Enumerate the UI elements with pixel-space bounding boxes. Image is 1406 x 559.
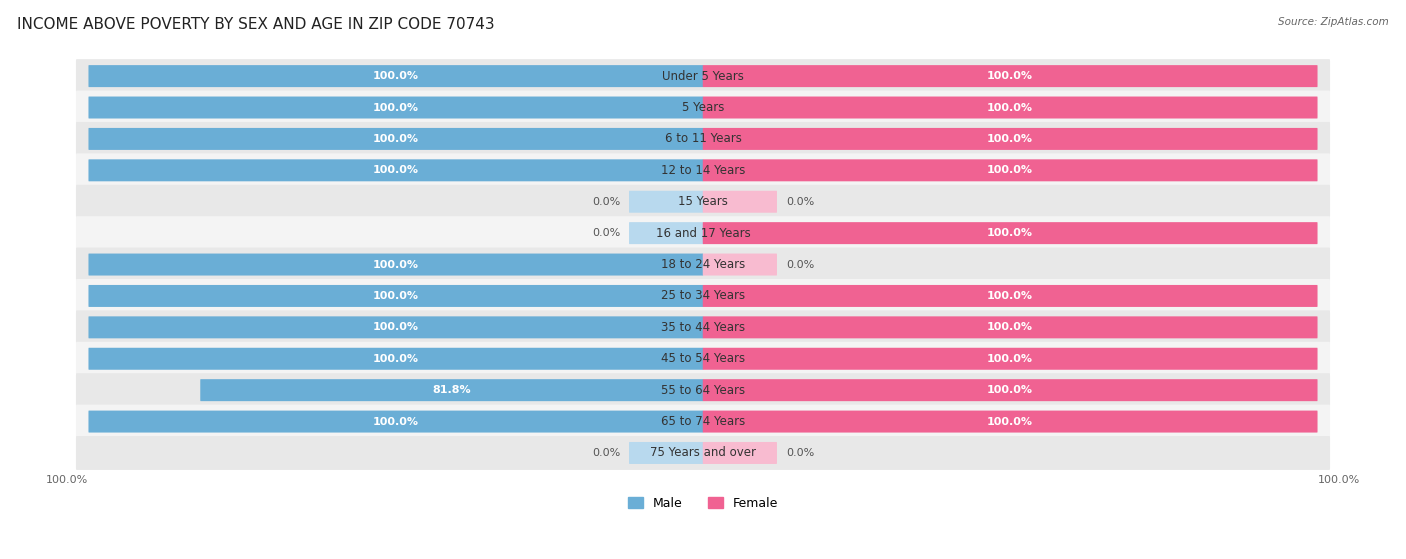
Text: 100.0%: 100.0% [373, 259, 419, 269]
FancyBboxPatch shape [703, 442, 778, 464]
FancyBboxPatch shape [89, 348, 703, 369]
FancyBboxPatch shape [628, 222, 703, 244]
Text: 18 to 24 Years: 18 to 24 Years [661, 258, 745, 271]
Text: 100.0%: 100.0% [987, 385, 1033, 395]
FancyBboxPatch shape [628, 442, 703, 464]
Text: 100.0%: 100.0% [987, 102, 1033, 112]
Text: Under 5 Years: Under 5 Years [662, 70, 744, 83]
Text: 100.0%: 100.0% [987, 71, 1033, 81]
Text: 100.0%: 100.0% [373, 354, 419, 364]
FancyBboxPatch shape [76, 122, 1330, 156]
FancyBboxPatch shape [703, 128, 1317, 150]
Text: 100.0%: 100.0% [373, 71, 419, 81]
Text: 100.0%: 100.0% [987, 134, 1033, 144]
Text: 0.0%: 0.0% [592, 228, 620, 238]
Text: 100.0%: 100.0% [987, 228, 1033, 238]
FancyBboxPatch shape [703, 254, 778, 276]
Text: 100.0%: 100.0% [373, 291, 419, 301]
Text: 100.0%: 100.0% [987, 354, 1033, 364]
Text: 0.0%: 0.0% [592, 448, 620, 458]
Text: 6 to 11 Years: 6 to 11 Years [665, 132, 741, 145]
Text: 100.0%: 100.0% [373, 416, 419, 427]
FancyBboxPatch shape [200, 379, 703, 401]
Text: 100.0%: 100.0% [373, 102, 419, 112]
FancyBboxPatch shape [76, 185, 1330, 219]
Text: 45 to 54 Years: 45 to 54 Years [661, 352, 745, 365]
FancyBboxPatch shape [703, 316, 1317, 338]
FancyBboxPatch shape [76, 59, 1330, 93]
FancyBboxPatch shape [76, 405, 1330, 438]
FancyBboxPatch shape [76, 310, 1330, 344]
FancyBboxPatch shape [628, 191, 703, 213]
FancyBboxPatch shape [703, 222, 1317, 244]
Text: Source: ZipAtlas.com: Source: ZipAtlas.com [1278, 17, 1389, 27]
Text: 55 to 64 Years: 55 to 64 Years [661, 383, 745, 397]
FancyBboxPatch shape [76, 342, 1330, 376]
Text: 100.0%: 100.0% [373, 134, 419, 144]
FancyBboxPatch shape [703, 410, 1317, 433]
Text: 65 to 74 Years: 65 to 74 Years [661, 415, 745, 428]
FancyBboxPatch shape [89, 316, 703, 338]
FancyBboxPatch shape [89, 65, 703, 87]
FancyBboxPatch shape [76, 373, 1330, 407]
Text: 25 to 34 Years: 25 to 34 Years [661, 290, 745, 302]
FancyBboxPatch shape [76, 216, 1330, 250]
FancyBboxPatch shape [89, 254, 703, 276]
Text: 100.0%: 100.0% [1317, 475, 1360, 485]
FancyBboxPatch shape [89, 97, 703, 119]
FancyBboxPatch shape [76, 153, 1330, 187]
Text: 100.0%: 100.0% [987, 291, 1033, 301]
Text: 0.0%: 0.0% [786, 259, 814, 269]
FancyBboxPatch shape [76, 91, 1330, 125]
Text: 35 to 44 Years: 35 to 44 Years [661, 321, 745, 334]
FancyBboxPatch shape [76, 248, 1330, 282]
FancyBboxPatch shape [703, 285, 1317, 307]
Text: 15 Years: 15 Years [678, 195, 728, 209]
FancyBboxPatch shape [703, 159, 1317, 181]
FancyBboxPatch shape [89, 285, 703, 307]
FancyBboxPatch shape [76, 279, 1330, 313]
Text: 12 to 14 Years: 12 to 14 Years [661, 164, 745, 177]
Text: 5 Years: 5 Years [682, 101, 724, 114]
Text: 100.0%: 100.0% [987, 165, 1033, 176]
FancyBboxPatch shape [703, 379, 1317, 401]
Text: 75 Years and over: 75 Years and over [650, 447, 756, 459]
Text: 81.8%: 81.8% [433, 385, 471, 395]
FancyBboxPatch shape [703, 348, 1317, 369]
Text: 0.0%: 0.0% [786, 448, 814, 458]
FancyBboxPatch shape [76, 436, 1330, 470]
Text: 100.0%: 100.0% [46, 475, 89, 485]
Text: 100.0%: 100.0% [373, 323, 419, 333]
Text: 100.0%: 100.0% [373, 165, 419, 176]
FancyBboxPatch shape [89, 128, 703, 150]
Text: 0.0%: 0.0% [786, 197, 814, 207]
Text: 100.0%: 100.0% [987, 323, 1033, 333]
FancyBboxPatch shape [89, 159, 703, 181]
FancyBboxPatch shape [703, 191, 778, 213]
FancyBboxPatch shape [89, 410, 703, 433]
Text: 0.0%: 0.0% [592, 197, 620, 207]
FancyBboxPatch shape [703, 65, 1317, 87]
Text: 16 and 17 Years: 16 and 17 Years [655, 226, 751, 240]
Legend: Male, Female: Male, Female [623, 492, 783, 515]
Text: INCOME ABOVE POVERTY BY SEX AND AGE IN ZIP CODE 70743: INCOME ABOVE POVERTY BY SEX AND AGE IN Z… [17, 17, 495, 32]
Text: 100.0%: 100.0% [987, 416, 1033, 427]
FancyBboxPatch shape [703, 97, 1317, 119]
